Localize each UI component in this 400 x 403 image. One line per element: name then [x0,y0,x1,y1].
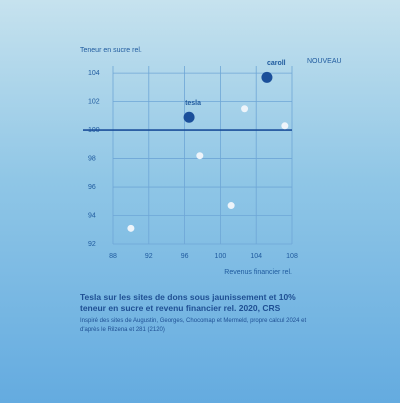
point [261,71,273,83]
y-tick-label: 102 [88,98,100,105]
point [196,152,204,160]
point [127,224,135,232]
y-tick-label: 92 [88,241,96,248]
x-tick-label: 104 [250,253,262,260]
y-axis-label: Teneur en sucre rel. [80,47,142,54]
point-label: caroll [267,60,286,67]
caption-title: Tesla sur les sites de dons sous jauniss… [80,292,296,313]
x-tick-label: 96 [181,253,189,260]
x-tick-label: 88 [109,253,117,260]
point [281,122,289,130]
y-tick-label: 94 [88,212,96,219]
y-tick-label: 98 [88,155,96,162]
badge: NOUVEAU [307,58,342,65]
point [227,202,235,210]
point-label: tesla [185,100,201,107]
x-tick-label: 100 [215,253,227,260]
y-tick-label: 104 [88,70,100,77]
x-tick-label: 108 [286,253,298,260]
point [183,111,195,123]
chart: Teneur en sucre rel. Revenus financier r… [80,47,342,276]
x-tick-label: 92 [145,253,153,260]
x-axis-label: Revenus financier rel. [224,269,292,276]
y-tick-label: 96 [88,184,96,191]
point [241,105,249,113]
caption: Tesla sur les sites de dons sous jauniss… [80,292,320,335]
caption-source: Inspiré des sites de Augustin, Georges, … [80,318,307,333]
